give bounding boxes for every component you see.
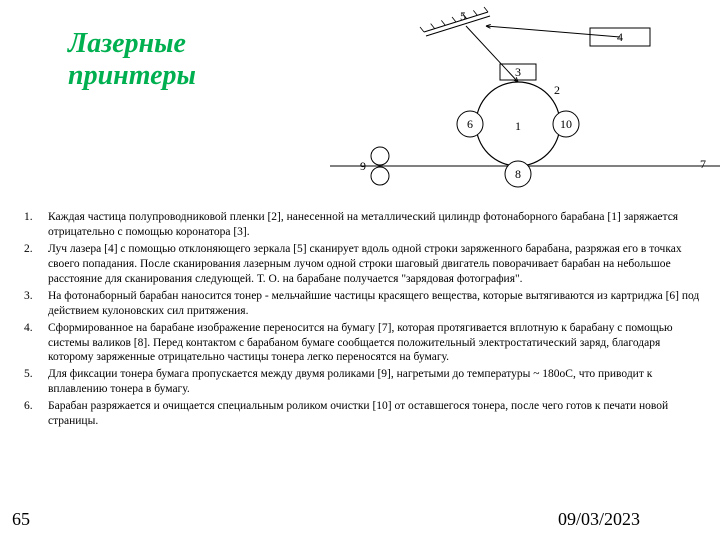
printer-diagram: 61083452197 [330,4,720,194]
list-item-text: Для фиксации тонера бумага пропускается … [48,367,708,397]
list-item-number: 5. [20,367,48,397]
list-item: 1.Каждая частица полупроводниковой пленк… [20,210,708,240]
list-item: 6.Барабан разряжается и очищается специа… [20,399,708,429]
list-item-text: Каждая частица полупроводниковой пленки … [48,210,708,240]
list-item: 5. Для фиксации тонера бумага пропускает… [20,367,708,397]
svg-text:8: 8 [515,167,521,181]
svg-text:1: 1 [515,119,521,133]
list-item: 3.На фотонаборный барабан наносится тоне… [20,289,708,319]
list-item-number: 1. [20,210,48,240]
list-item-number: 2. [20,242,48,287]
svg-text:3: 3 [515,65,521,79]
list-item: 4.Сформированное на барабане изображение… [20,321,708,366]
list-item-text: Сформированное на барабане изображение п… [48,321,708,366]
description-list: 1.Каждая частица полупроводниковой пленк… [20,210,708,431]
list-item-number: 6. [20,399,48,429]
svg-text:9: 9 [360,159,366,173]
list-item-text: На фотонаборный барабан наносится тонер … [48,289,708,319]
svg-text:10: 10 [560,117,572,131]
list-item-number: 3. [20,289,48,319]
svg-text:2: 2 [554,83,560,97]
page-title: Лазерные принтеры [68,28,298,92]
page-number: 65 [12,509,30,530]
svg-text:5: 5 [460,9,466,23]
list-item-text: Барабан разряжается и очищается специаль… [48,399,708,429]
slide-date: 09/03/2023 [558,509,640,530]
list-item-number: 4. [20,321,48,366]
list-item-text: Луч лазера [4] с помощью отклоняющего зе… [48,242,708,287]
svg-text:6: 6 [467,117,473,131]
list-item: 2. Луч лазера [4] с помощью отклоняющего… [20,242,708,287]
svg-text:7: 7 [700,157,706,171]
